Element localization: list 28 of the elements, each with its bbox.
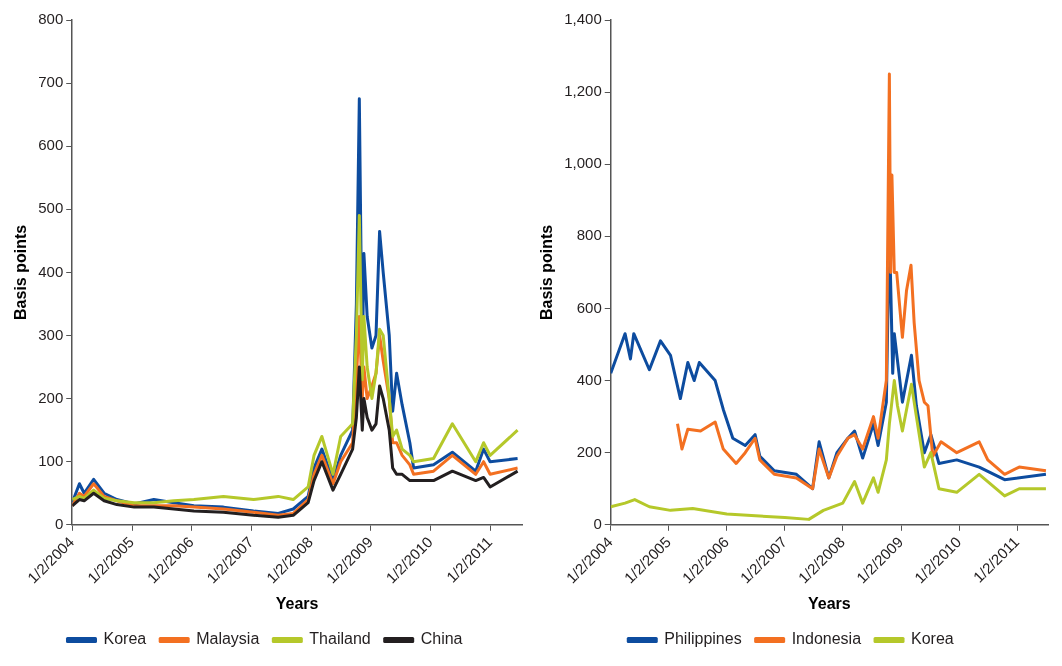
- y-tick-label: 600: [576, 298, 602, 316]
- y-tick-label: 200: [38, 388, 64, 406]
- legend-label: Indonesia: [791, 630, 862, 648]
- x-axis-title: Years: [808, 594, 851, 612]
- y-axis-title: Basis points: [538, 224, 556, 320]
- y-tick-label: 100: [38, 451, 64, 469]
- legend-label: Philippines: [664, 630, 742, 648]
- legend-label: Korea: [103, 630, 147, 648]
- y-axis-title: Basis points: [12, 224, 30, 320]
- y-tick-label: 1,200: [564, 82, 602, 100]
- y-tick-label: 1,000: [564, 154, 602, 172]
- y-tick-label: 400: [576, 370, 602, 388]
- y-tick-label: 300: [38, 325, 64, 343]
- y-tick-label: 500: [38, 199, 64, 217]
- y-tick-label: 1,400: [564, 10, 602, 28]
- legend-label: China: [420, 630, 463, 648]
- x-axis-title: Years: [275, 594, 319, 612]
- y-tick-label: 400: [38, 262, 64, 280]
- legend-label: Thailand: [309, 630, 371, 648]
- legend-label: Malaysia: [196, 630, 260, 648]
- y-tick-label: 200: [576, 442, 602, 460]
- y-tick-label: 800: [576, 226, 602, 244]
- y-tick-label: 700: [38, 73, 64, 91]
- y-tick-label: 0: [54, 514, 64, 532]
- legend-label: Korea: [911, 630, 954, 648]
- y-tick-label: 0: [593, 514, 602, 532]
- y-tick-label: 600: [38, 136, 64, 154]
- y-tick-label: 800: [38, 10, 64, 28]
